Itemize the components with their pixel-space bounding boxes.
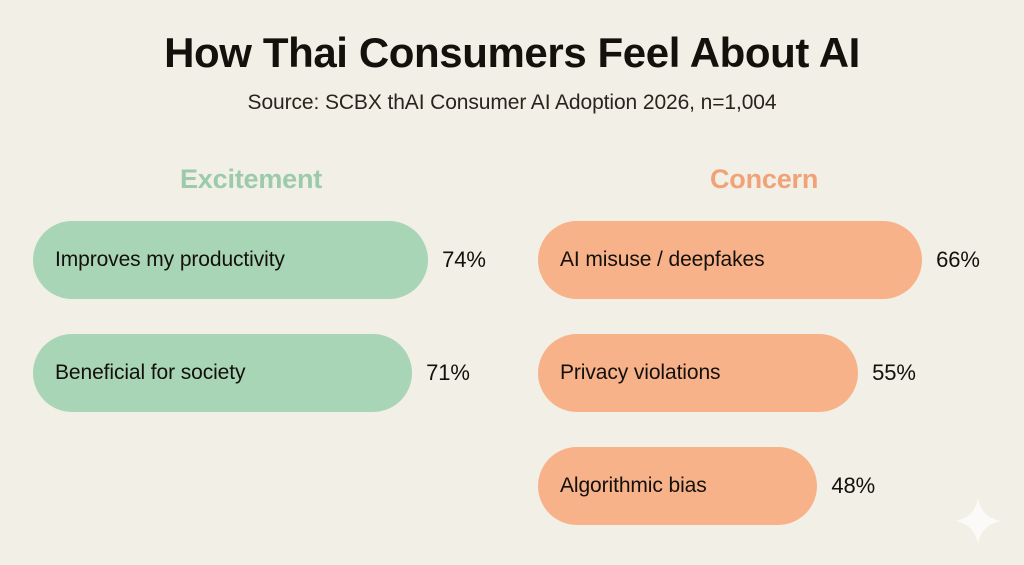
page-title: How Thai Consumers Feel About AI (164, 29, 860, 76)
bar-label: Algorithmic bias (560, 474, 707, 497)
bar-value: 48% (831, 473, 876, 498)
bar-row: Beneficial for society 71% (33, 334, 503, 412)
excitement-column: Excitement Improves my productivity 74% … (33, 160, 503, 447)
bar-fill-improves-my-productivity: Improves my productivity (33, 221, 429, 299)
bar-row: Privacy violations 55% (538, 334, 1008, 412)
concern-bar-group: AI misuse / deepfakes 66% Privacy violat… (538, 221, 1008, 525)
concern-heading: Concern (710, 164, 819, 194)
bar-label: Privacy violations (560, 361, 721, 384)
bar-value: 74% (442, 247, 486, 272)
bar-fill-algorithmic-bias: Algorithmic bias (538, 447, 818, 525)
bar-fill-ai-misuse-deepfakes: AI misuse / deepfakes (538, 221, 923, 299)
bar-fill-privacy-violations: Privacy violations (538, 334, 859, 412)
sparkle-icon (955, 498, 1001, 544)
bar-label: Improves my productivity (55, 248, 285, 271)
bar-label: AI misuse / deepfakes (560, 248, 765, 271)
excitement-bar-group: Improves my productivity 74% Beneficial … (33, 221, 503, 412)
bar-value: 55% (872, 360, 916, 385)
source-subtitle: Source: SCBX thAI Consumer AI Adoption 2… (247, 91, 777, 114)
bar-value: 71% (426, 360, 470, 385)
excitement-heading: Excitement (180, 164, 323, 194)
concern-column: Concern AI misuse / deepfakes 66% Privac… (538, 160, 1008, 560)
bar-value: 66% (936, 247, 980, 272)
bar-label: Beneficial for society (55, 361, 246, 384)
bar-row: AI misuse / deepfakes 66% (538, 221, 1008, 299)
bar-row: Improves my productivity 74% (33, 221, 503, 299)
bar-row: Algorithmic bias 48% (538, 447, 1008, 525)
bar-fill-beneficial-for-society: Beneficial for society (33, 334, 413, 412)
